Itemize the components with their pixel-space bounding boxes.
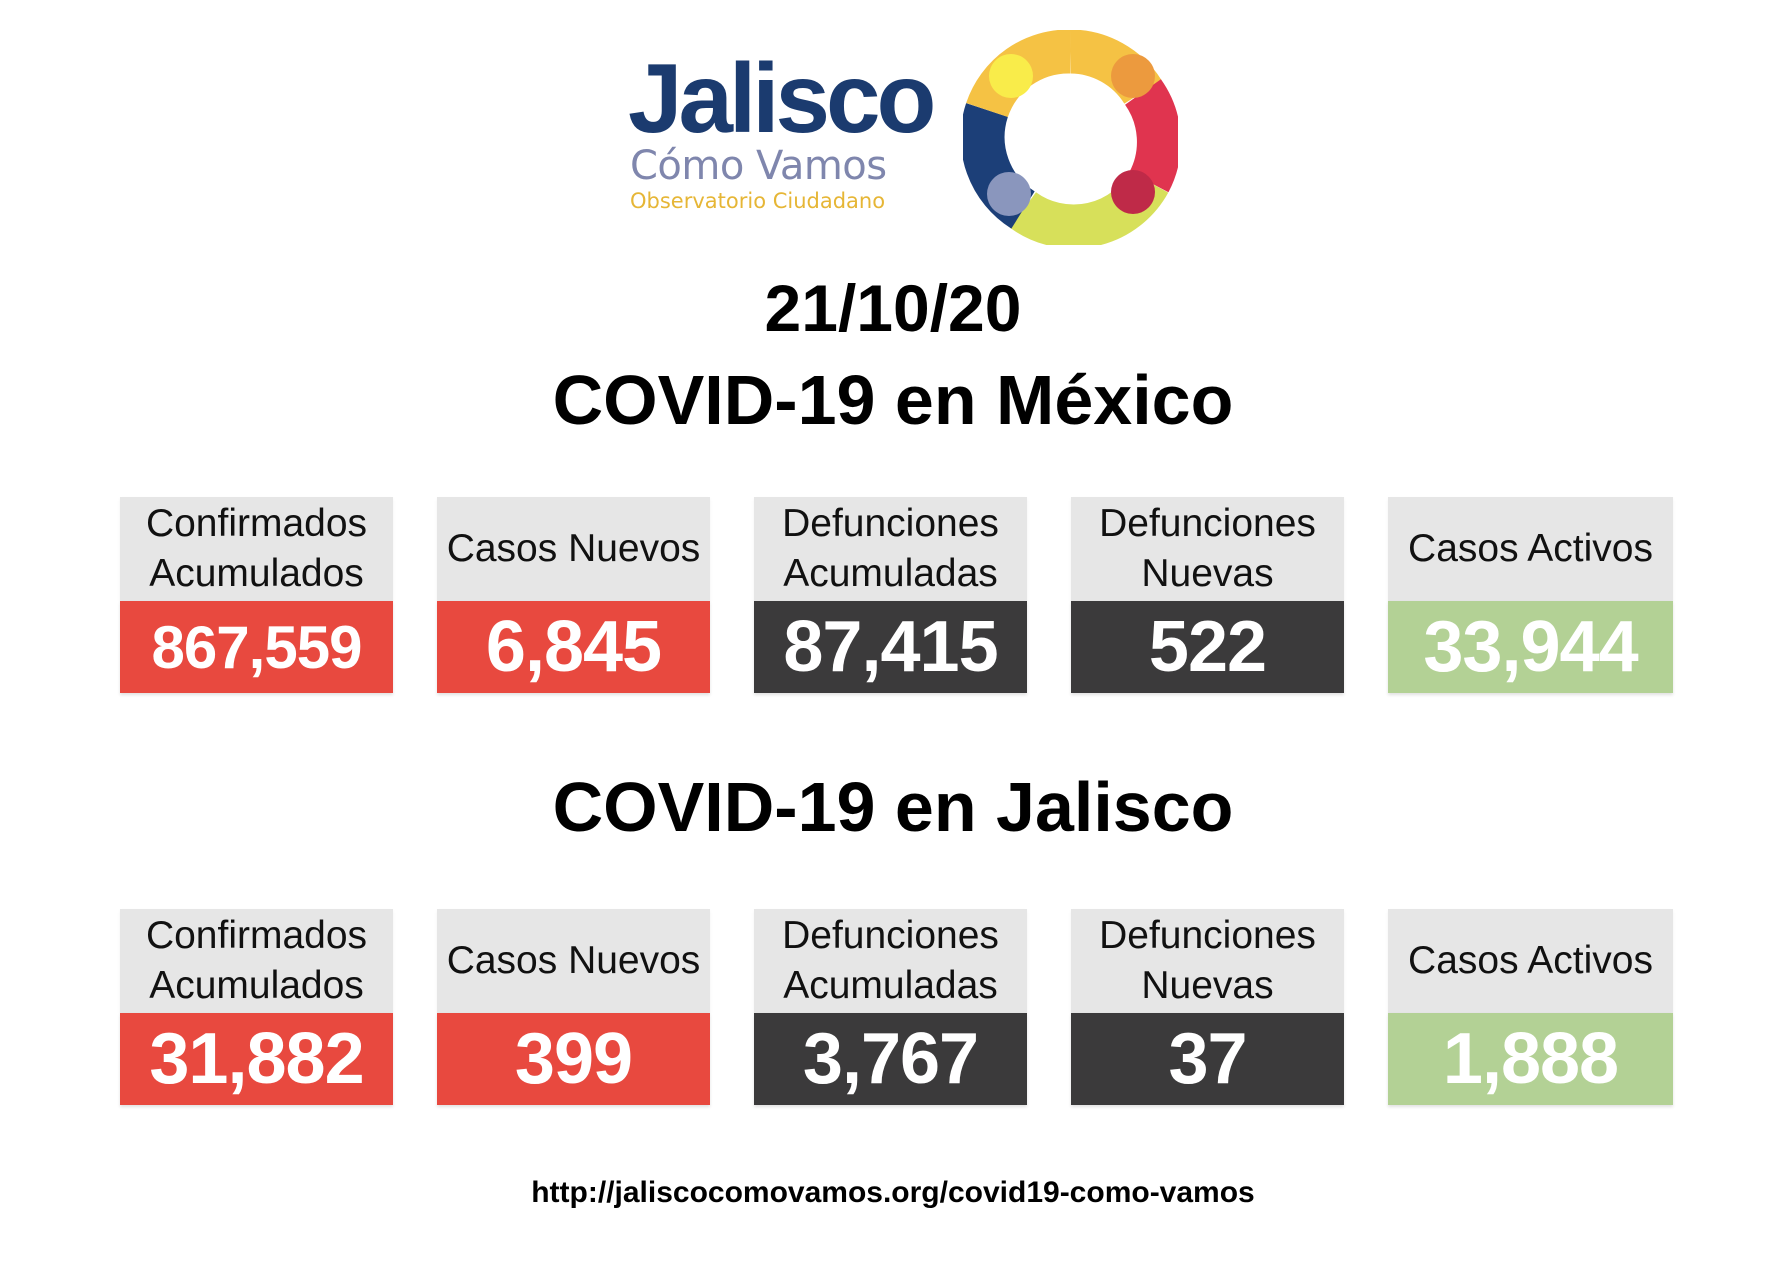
- mexico-stats: Confirmados Acumulados 867,559 Casos Nue…: [0, 497, 1786, 693]
- stat-label: Confirmados Acumulados: [120, 909, 393, 1013]
- jalisco-new-cases-card: Casos Nuevos 399: [437, 909, 710, 1105]
- jalisco-confirmed-card: Confirmados Acumulados 31,882: [120, 909, 393, 1105]
- mexico-confirmed-card: Confirmados Acumulados 867,559: [120, 497, 393, 693]
- stat-label: Defunciones Acumuladas: [754, 909, 1027, 1013]
- logo-subtitle: Cómo Vamos: [630, 143, 887, 189]
- stat-value: 1,888: [1388, 1013, 1673, 1105]
- source-url: http://jaliscocomovamos.org/covid19-como…: [531, 1176, 1255, 1209]
- logo-tagline: Observatorio Ciudadano: [630, 189, 886, 213]
- jalisco-active-cases-card: Casos Activos 1,888: [1388, 909, 1673, 1105]
- stat-value: 31,882: [120, 1013, 393, 1105]
- report-date: 21/10/20: [764, 271, 1022, 345]
- stat-value: 87,415: [754, 601, 1027, 693]
- mexico-active-cases-card: Casos Activos 33,944: [1388, 497, 1673, 693]
- jalisco-heading: COVID-19 en Jalisco: [552, 768, 1234, 846]
- stat-label: Confirmados Acumulados: [120, 497, 393, 601]
- jalisco-como-vamos-logo: Jalisco Cómo Vamos Observatorio Ciudadan…: [628, 30, 1188, 245]
- stat-value: 399: [437, 1013, 710, 1105]
- logo-wordmark: Jalisco Cómo Vamos Observatorio Ciudadan…: [628, 43, 938, 214]
- mexico-new-deaths-card: Defunciones Nuevas 522: [1071, 497, 1344, 693]
- stat-value: 867,559: [120, 601, 393, 693]
- stat-label: Casos Nuevos: [437, 909, 710, 1013]
- stat-value: 37: [1071, 1013, 1344, 1105]
- stat-value: 33,944: [1388, 601, 1673, 693]
- stat-value: 3,767: [754, 1013, 1027, 1105]
- logo-title: Jalisco: [628, 43, 936, 153]
- jalisco-stats: Confirmados Acumulados 31,882 Casos Nuev…: [0, 909, 1786, 1105]
- stat-label: Casos Activos: [1388, 497, 1673, 601]
- mexico-new-cases-card: Casos Nuevos 6,845: [437, 497, 710, 693]
- stat-label: Defunciones Acumuladas: [754, 497, 1027, 601]
- stat-label: Defunciones Nuevas: [1071, 497, 1344, 601]
- stat-label: Casos Activos: [1388, 909, 1673, 1013]
- stat-value: 6,845: [437, 601, 710, 693]
- mexico-deaths-card: Defunciones Acumuladas 87,415: [754, 497, 1027, 693]
- stat-label: Casos Nuevos: [437, 497, 710, 601]
- jalisco-deaths-card: Defunciones Acumuladas 3,767: [754, 909, 1027, 1105]
- stat-value: 522: [1071, 601, 1344, 693]
- mexico-heading: COVID-19 en México: [552, 361, 1234, 439]
- jalisco-new-deaths-card: Defunciones Nuevas 37: [1071, 909, 1344, 1105]
- logo-ring-icon: [963, 30, 1178, 245]
- stat-label: Defunciones Nuevas: [1071, 909, 1344, 1013]
